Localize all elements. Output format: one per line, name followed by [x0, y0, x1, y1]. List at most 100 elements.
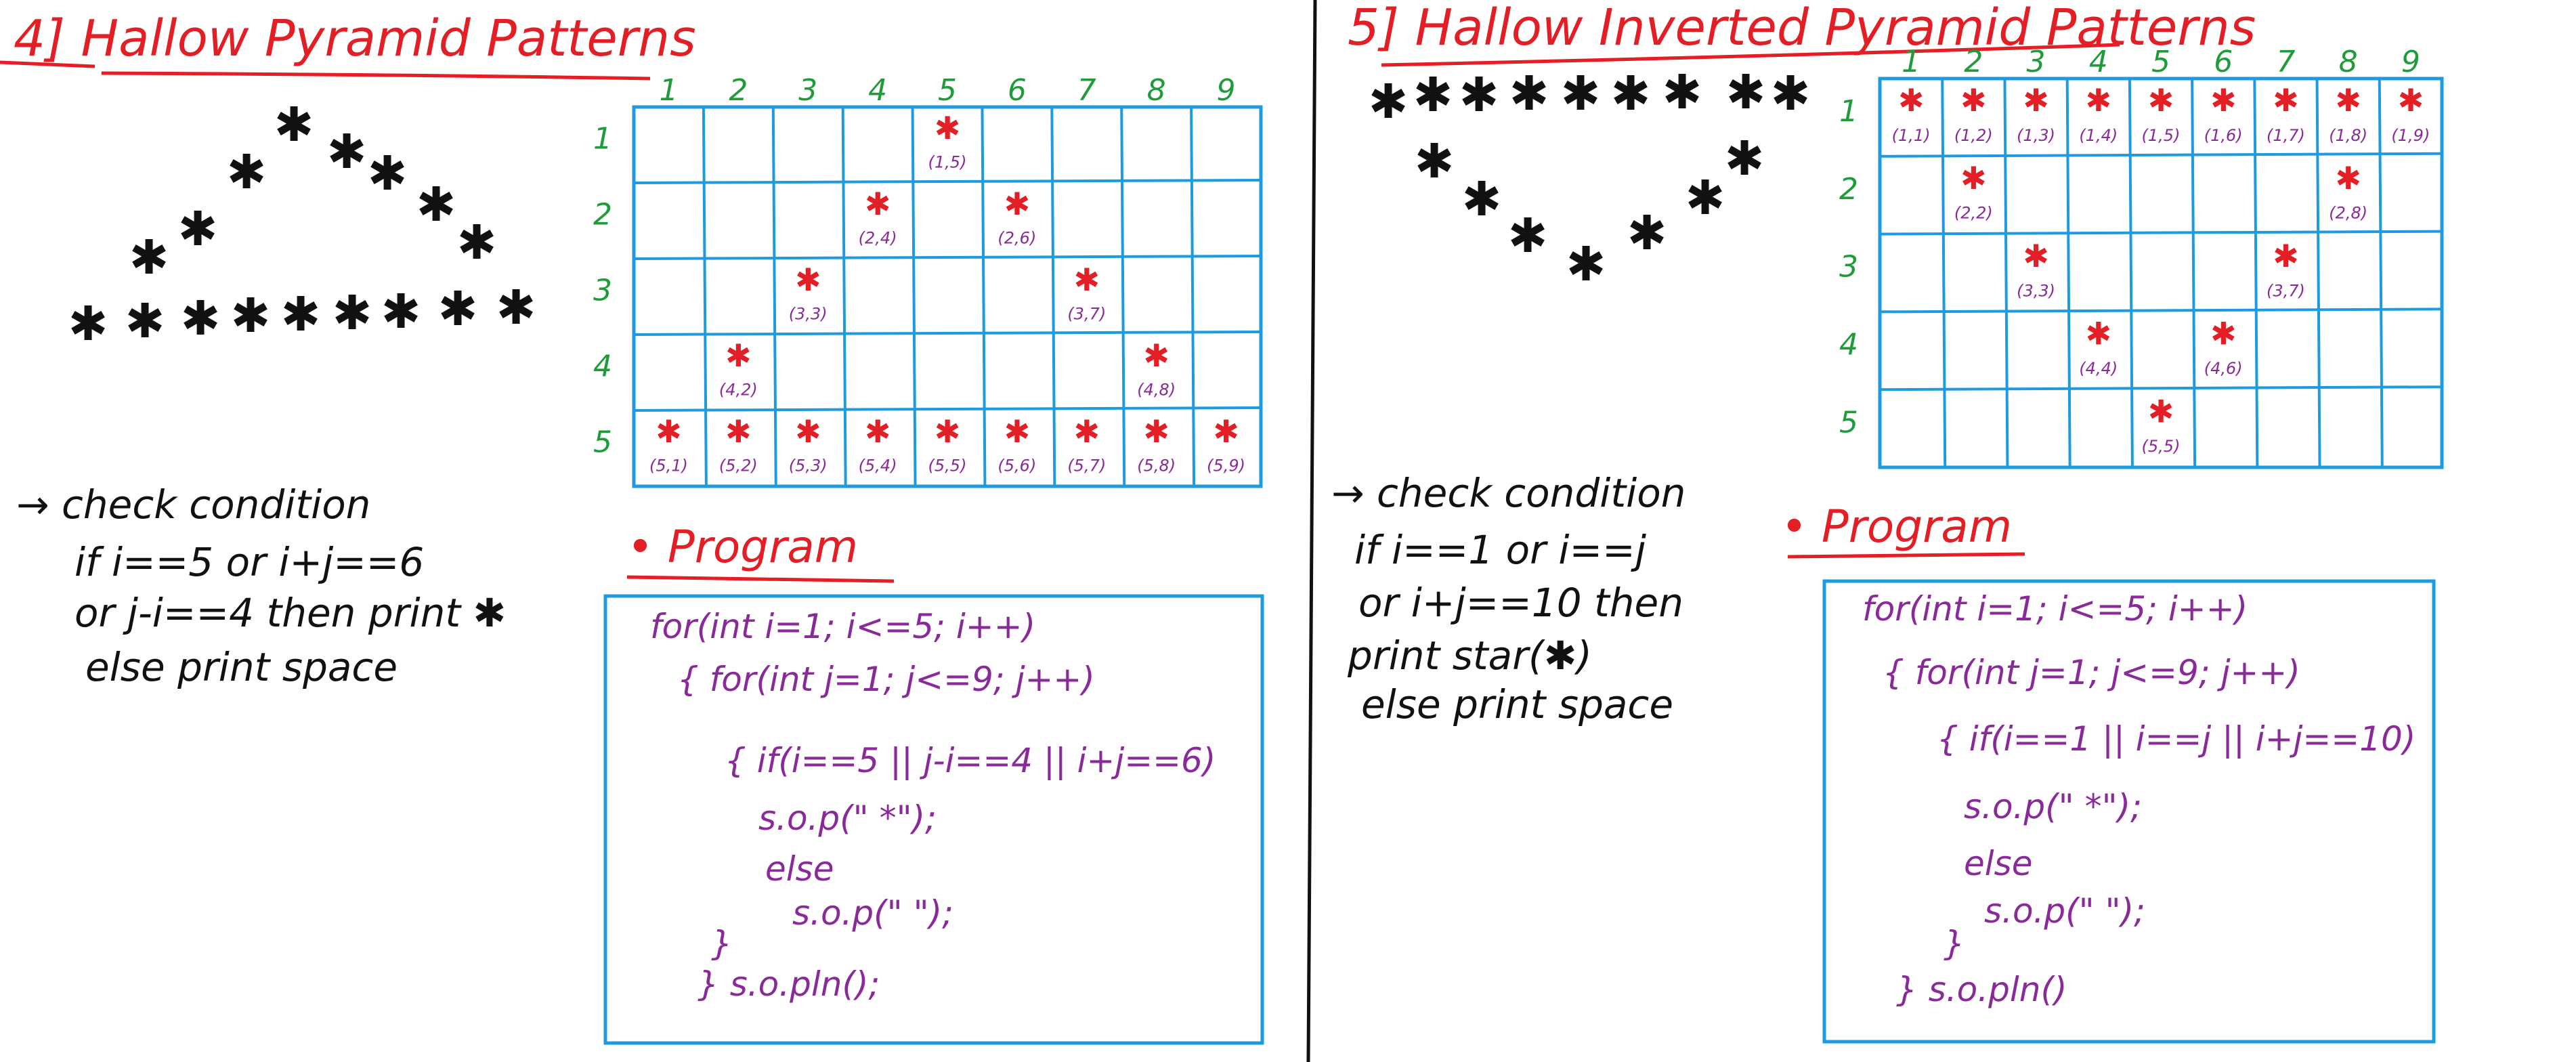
- right-cell-coordinate: (4,4): [2079, 359, 2118, 378]
- right-code-line: { if(i==1 || i==j || i+j==10): [1937, 719, 2416, 759]
- right-cell-star: ✱: [1898, 82, 1925, 119]
- right-column-label: 7: [2276, 45, 2295, 79]
- left-cell-coordinate: (5,1): [649, 456, 688, 475]
- right-title: 5] Hallow Inverted Pyramid Patterns: [1348, 0, 2256, 57]
- right-cell-star: ✱: [2148, 393, 2174, 429]
- right-grid-border: [1878, 77, 2444, 469]
- left-column-label: 6: [1008, 73, 1027, 108]
- left-cell-star: ✱: [1143, 337, 1169, 374]
- pattern-star: ✱: [125, 293, 165, 349]
- left-cell-star: ✱: [865, 413, 891, 450]
- left-cell-star: ✱: [725, 413, 752, 450]
- left-grid-hline: [633, 331, 1262, 336]
- pattern-star: ✱: [1725, 131, 1765, 186]
- left-pyramid-drawing: ✱ ✱ ✱✱✱ ✱✱ ✱✱ ✱ ✱ ✱ ✱ ✱ ✱ ✱ ✱: [68, 97, 536, 352]
- right-code-block: for(int i=1; i<=5; i++) { for(int j=1; j…: [1862, 589, 2416, 1009]
- left-condition-line: or j-i==4 then print ✱: [74, 590, 506, 636]
- left-cell-star: ✱: [656, 413, 682, 450]
- right-grid-vline: [2065, 78, 2071, 468]
- right-code-box: [1822, 579, 2436, 1044]
- right-condition-line: else print space: [1361, 681, 1673, 727]
- right-grid-vline: [2378, 78, 2384, 468]
- left-grid-vline: [841, 106, 847, 487]
- left-grid-vline: [1190, 106, 1196, 487]
- right-code-line: else: [1964, 844, 2032, 883]
- right-column-label: 4: [2089, 45, 2108, 79]
- left-grid-cells: ✱ (1,5) ✱ (2,4) ✱ (2,6) ✱ (3,3) ✱ (3,7) ✱ (4,2) ✱ (4,…: [649, 110, 1245, 475]
- pattern-star: ✱: [368, 146, 408, 201]
- left-row-label: 1: [593, 122, 612, 156]
- left-cell-coordinate: (5,5): [928, 456, 967, 475]
- left-row-label: 2: [593, 198, 612, 232]
- right-cell-coordinate: (1,3): [2017, 126, 2055, 145]
- right-condition-line: or i+j==10 then: [1358, 580, 1683, 626]
- right-cell-coordinate: (2,8): [2329, 204, 2367, 223]
- left-cell-coordinate: (2,6): [997, 229, 1036, 248]
- right-column-label: 6: [2214, 45, 2233, 79]
- right-code-line: for(int i=1; i<=5; i++): [1862, 589, 2248, 629]
- right-column-label: 1: [1902, 45, 1920, 79]
- pattern-star: ✱: [274, 97, 314, 152]
- left-row-label: 4: [593, 349, 612, 384]
- pattern-star: ✱: [68, 296, 108, 352]
- left-grid-vline: [981, 106, 987, 487]
- left-cell-star: ✱: [795, 261, 821, 298]
- left-cell-coordinate: (3,7): [1067, 305, 1106, 324]
- right-cell-coordinate: (1,6): [2204, 126, 2243, 145]
- pattern-star: ✱: [381, 284, 421, 339]
- left-grid-lines: [633, 106, 1262, 487]
- pattern-star: ✱: [1686, 170, 1725, 226]
- pattern-star: ✱: [178, 201, 218, 257]
- right-condition-line: → check condition: [1331, 470, 1686, 516]
- left-row-labels: 1 2 3 4 5: [593, 122, 612, 460]
- right-cell-coordinate: (1,7): [2267, 126, 2305, 145]
- right-cell-star: ✱: [2398, 82, 2424, 119]
- left-title: 4] Hallow Pyramid Patterns: [14, 9, 696, 68]
- right-cell-star: ✱: [2210, 82, 2237, 119]
- right-grid-hline: [1879, 307, 2443, 314]
- right-condition-notes: → check condition if i==1 or i==j or i+j…: [1331, 470, 1686, 727]
- pattern-star: ✱: [1627, 205, 1667, 261]
- pattern-star: ✱: [1508, 208, 1548, 263]
- left-grid-vline: [702, 106, 708, 487]
- pattern-star: ✱: [1369, 74, 1409, 129]
- right-code-line: }: [1944, 924, 1965, 963]
- right-cell-coordinate: (2,2): [1954, 204, 1993, 223]
- right-code-line: s.o.p(" *");: [1964, 787, 2142, 826]
- right-row-label: 4: [1839, 328, 1858, 362]
- right-column-label: 8: [2339, 45, 2358, 79]
- left-cell-star: ✱: [935, 413, 961, 450]
- pattern-star: ✱: [181, 291, 221, 346]
- right-row-label: 1: [1839, 94, 1858, 129]
- left-cell-star: ✱: [725, 337, 752, 374]
- right-cell-coordinate: (3,3): [2017, 281, 2055, 300]
- left-code-line: else: [765, 849, 834, 889]
- right-grid-hline: [1879, 152, 2443, 158]
- right-cell-star: ✱: [2086, 82, 2112, 119]
- left-column-label: 3: [798, 73, 817, 108]
- pattern-star: ✱: [327, 124, 367, 179]
- right-cell-star: ✱: [2023, 238, 2049, 274]
- left-cell-coordinate: (5,4): [859, 456, 897, 475]
- right-cell-coordinate: (1,2): [1954, 126, 1993, 145]
- right-grid-vline: [2191, 78, 2197, 468]
- left-code-line: { if(i==5 || j-i==4 || i+j==6): [725, 741, 1216, 780]
- right-column-label: 2: [1964, 45, 1983, 79]
- pattern-star: ✱: [1771, 66, 1811, 121]
- left-grid-vline: [771, 106, 777, 487]
- left-column-label: 9: [1217, 73, 1236, 108]
- left-cell-star: ✱: [1004, 186, 1031, 222]
- pattern-star: ✱: [281, 286, 321, 342]
- left-code-line: s.o.p(" ");: [792, 893, 953, 933]
- pattern-star: ✱: [231, 288, 271, 343]
- pattern-star: ✱: [1413, 67, 1453, 123]
- pattern-star: ✱: [1462, 171, 1502, 227]
- right-column-label: 9: [2401, 45, 2420, 79]
- left-code-block: for(int i=1; i<=5; i++) { for(int j=1; j…: [650, 607, 1216, 1004]
- right-code-line: s.o.p(" ");: [1984, 891, 2145, 931]
- left-grid-vline: [911, 106, 917, 487]
- left-cell-star: ✱: [1074, 413, 1100, 450]
- left-title-underline-b: [101, 71, 651, 81]
